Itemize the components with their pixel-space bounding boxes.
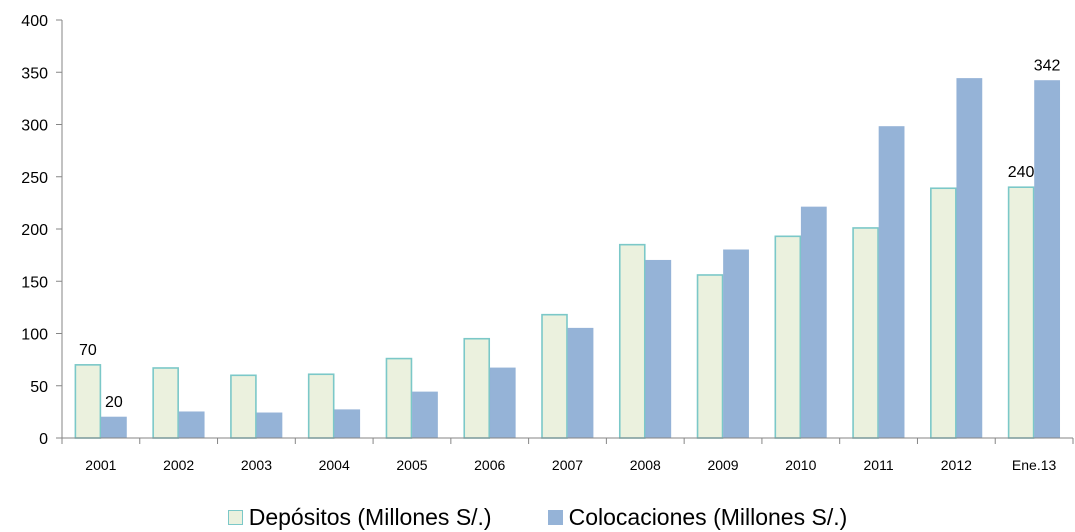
bar-depositos-3 — [307, 373, 335, 439]
bar-colocaciones-7 — [645, 259, 672, 439]
y-tick-label-7: 350 — [21, 65, 48, 82]
legend: Depósitos (Millones S/.) Colocaciones (M… — [0, 502, 1075, 532]
bar-colocaciones-1 — [178, 411, 205, 439]
x-tick-label-11: 2012 — [941, 457, 972, 473]
legend-swatch-depositos — [227, 509, 243, 525]
bar-depositos-10 — [852, 227, 879, 439]
x-tick-label-6: 2007 — [552, 457, 583, 473]
y-tick-label-0: 0 — [39, 431, 48, 448]
legend-swatch-colocaciones — [547, 509, 563, 525]
legend-item-depositos: Depósitos (Millones S/.) — [227, 503, 492, 531]
y-tick-label-4: 200 — [21, 222, 48, 239]
bar-colocaciones-0 — [100, 416, 127, 439]
y-tick-label-6: 300 — [21, 118, 48, 135]
bar-depositos-12 — [1007, 186, 1035, 439]
bar-colocaciones-10 — [878, 126, 905, 439]
y-tick-label-3: 150 — [21, 274, 48, 291]
data-label-0: 70 — [79, 342, 97, 359]
x-tick-label-10: 2011 — [864, 457, 894, 473]
bar-colocaciones-2 — [256, 412, 283, 439]
bar-depositos-7 — [618, 243, 646, 439]
bar-depositos-5 — [463, 337, 491, 439]
x-tick-label-8: 2009 — [707, 457, 738, 473]
legend-label-depositos: Depósitos (Millones S/.) — [248, 503, 492, 530]
x-tick-label-1: 2002 — [163, 457, 194, 473]
legend-label-colocaciones: Colocaciones (Millones S/.) — [568, 503, 848, 530]
bar-colocaciones-5 — [489, 367, 516, 439]
x-tick-label-2: 2003 — [241, 457, 272, 473]
x-tick-label-3: 2004 — [319, 457, 350, 473]
x-tick-label-5: 2006 — [474, 457, 505, 473]
bar-depositos-11 — [930, 187, 957, 439]
bar-depositos-8 — [696, 274, 724, 439]
x-tick-label-12: Ene.13 — [1012, 457, 1057, 473]
bar-colocaciones-6 — [567, 327, 594, 439]
x-tick-label-9: 2010 — [785, 457, 816, 473]
bar-colocaciones-9 — [800, 206, 827, 439]
bar-colocaciones-4 — [412, 391, 438, 439]
bar-depositos-9 — [774, 235, 802, 439]
bar-colocaciones-3 — [334, 409, 361, 439]
bar-colocaciones-11 — [956, 78, 983, 439]
x-tick-label-4: 2005 — [396, 457, 427, 473]
y-tick-label-2: 100 — [21, 327, 48, 344]
legend-item-colocaciones: Colocaciones (Millones S/.) — [547, 503, 848, 531]
y-tick-label-5: 250 — [21, 170, 48, 187]
bar-colocaciones-12 — [1034, 80, 1061, 439]
y-tick-label-1: 50 — [30, 379, 48, 396]
bar-colocaciones-8 — [723, 249, 749, 439]
bar-depositos-6 — [541, 313, 568, 439]
bar-chart: 0 50 100 150 200 250 300 350 400 2001 2002 2003 2004… — [21, 13, 1074, 473]
x-tick-label-7: 2008 — [630, 457, 661, 473]
x-tick-label-0: 2001 — [85, 457, 116, 473]
bar-depositos-0 — [74, 364, 102, 439]
bar-depositos-1 — [152, 367, 179, 439]
data-label-1: 20 — [105, 394, 123, 411]
bar-depositos-2 — [230, 374, 257, 439]
y-tick-label-8: 400 — [21, 13, 48, 30]
data-label-3: 342 — [1034, 58, 1061, 75]
bar-depositos-4 — [385, 357, 413, 439]
data-label-2: 240 — [1008, 164, 1035, 181]
